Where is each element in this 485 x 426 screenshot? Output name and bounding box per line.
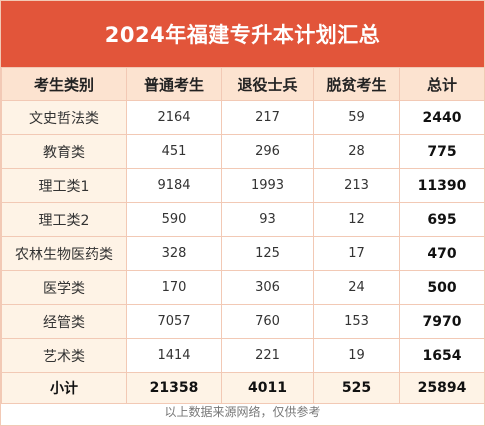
table-row: 理工类1 9184 1993 213 11390 [1,168,485,203]
table-row: 经管类 7057 760 153 7970 [1,304,485,339]
regular-cell: 2164 [126,100,222,135]
total-cell: 1654 [399,338,485,373]
table-row: 农林生物医药类 328 125 17 470 [1,236,485,271]
table-header-row: 考生类别 普通考生 退役士兵 脱贫考生 总计 [1,67,485,101]
total-cell: 2440 [399,100,485,135]
regular-cell: 9184 [126,168,222,203]
header-total: 总计 [399,67,485,101]
summary-row: 小计 21358 4011 525 25894 [1,372,485,404]
veterans-cell: 760 [221,304,314,339]
header-poverty: 脱贫考生 [313,67,400,101]
table-row: 艺术类 1414 221 19 1654 [1,338,485,373]
veterans-cell: 125 [221,236,314,271]
summary-label: 小计 [1,372,127,404]
total-cell: 11390 [399,168,485,203]
summary-veterans: 4011 [221,372,314,404]
regular-cell: 328 [126,236,222,271]
poverty-cell: 213 [313,168,400,203]
category-cell: 医学类 [1,270,127,305]
table-row: 理工类2 590 93 12 695 [1,202,485,237]
regular-cell: 451 [126,134,222,169]
header-veterans: 退役士兵 [221,67,314,101]
table-row: 教育类 451 296 28 775 [1,134,485,169]
total-cell: 695 [399,202,485,237]
category-cell: 文史哲法类 [1,100,127,135]
veterans-cell: 1993 [221,168,314,203]
veterans-cell: 296 [221,134,314,169]
regular-cell: 590 [126,202,222,237]
total-cell: 7970 [399,304,485,339]
poverty-cell: 28 [313,134,400,169]
regular-cell: 7057 [126,304,222,339]
table-row: 文史哲法类 2164 217 59 2440 [1,100,485,135]
header-regular: 普通考生 [126,67,222,101]
plan-table: 考生类别 普通考生 退役士兵 脱贫考生 总计 文史哲法类 2164 217 59… [1,67,485,404]
poverty-cell: 19 [313,338,400,373]
poverty-cell: 24 [313,270,400,305]
summary-total: 25894 [399,372,485,404]
regular-cell: 1414 [126,338,222,373]
veterans-cell: 217 [221,100,314,135]
poverty-cell: 153 [313,304,400,339]
category-cell: 教育类 [1,134,127,169]
total-cell: 775 [399,134,485,169]
total-cell: 470 [399,236,485,271]
header-category: 考生类别 [1,67,127,101]
total-cell: 500 [399,270,485,305]
poverty-cell: 12 [313,202,400,237]
regular-cell: 170 [126,270,222,305]
veterans-cell: 221 [221,338,314,373]
poverty-cell: 59 [313,100,400,135]
category-cell: 经管类 [1,304,127,339]
category-cell: 农林生物医药类 [1,236,127,271]
poverty-cell: 17 [313,236,400,271]
veterans-cell: 93 [221,202,314,237]
category-cell: 理工类1 [1,168,127,203]
page-title: 2024年福建专升本计划汇总 [104,23,381,47]
veterans-cell: 306 [221,270,314,305]
title-bar: 2024年福建专升本计划汇总 [1,1,484,67]
table-row: 医学类 170 306 24 500 [1,270,485,305]
category-cell: 艺术类 [1,338,127,373]
footer-note: 以上数据来源网络，仅供参考 [164,404,321,419]
category-cell: 理工类2 [1,202,127,237]
